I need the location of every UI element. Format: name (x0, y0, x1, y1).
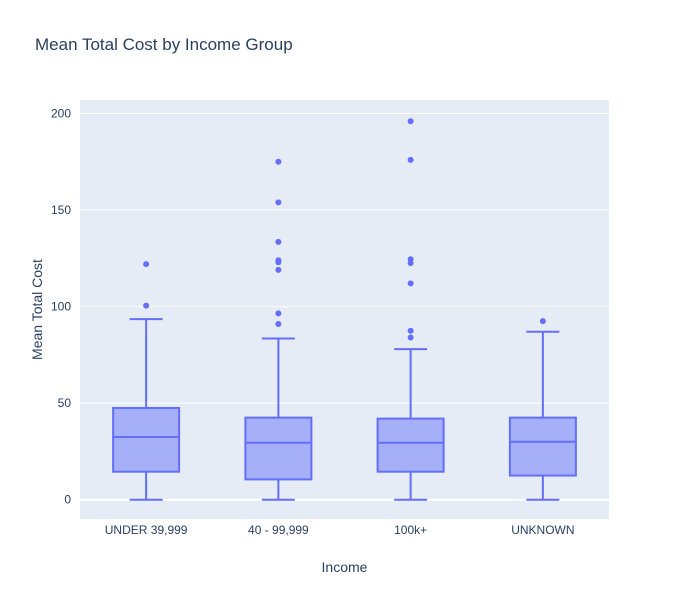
boxes (112, 118, 577, 501)
box-group (244, 158, 313, 501)
outlier-point (407, 256, 414, 263)
outlier-point (407, 327, 414, 334)
outlier-point (407, 156, 414, 163)
y-tick-label: 150 (51, 203, 71, 217)
x-tick-label: 100k+ (394, 523, 427, 537)
x-axis-title: Income (322, 559, 368, 575)
outlier-point (407, 280, 414, 287)
chart-title: Mean Total Cost by Income Group (35, 35, 293, 54)
outlier-point (275, 257, 282, 264)
y-tick-label: 200 (51, 107, 71, 121)
box-group (112, 261, 181, 501)
box-iqr (244, 416, 313, 481)
outlier-point (275, 310, 282, 317)
box-iqr (508, 416, 577, 477)
outlier-point (407, 118, 414, 125)
box-group (508, 318, 577, 501)
outlier-point (275, 320, 282, 327)
outlier-point (275, 238, 282, 245)
outlier-point (143, 261, 150, 268)
x-tick-label: UNKNOWN (511, 523, 574, 537)
y-tick-label: 0 (64, 493, 71, 507)
box-group (376, 118, 445, 501)
outlier-point (275, 158, 282, 165)
y-tick-label: 50 (58, 396, 72, 410)
outlier-point (143, 302, 150, 309)
grid-lines (80, 113, 609, 501)
outlier-point (407, 334, 414, 341)
y-tick-labels: 0 50 100 150 200 (51, 107, 71, 507)
outlier-point (275, 199, 282, 206)
outlier-point (539, 318, 546, 325)
outlier-point (275, 266, 282, 273)
box-iqr (376, 417, 445, 473)
x-tick-label: 40 - 99,999 (248, 523, 309, 537)
x-tick-labels: UNDER 39,999 40 - 99,999 100k+ UNKNOWN (105, 523, 575, 537)
box-iqr (112, 406, 181, 473)
x-tick-label: UNDER 39,999 (105, 523, 188, 537)
y-axis-title: Mean Total Cost (29, 259, 45, 360)
y-tick-label: 100 (51, 300, 71, 314)
